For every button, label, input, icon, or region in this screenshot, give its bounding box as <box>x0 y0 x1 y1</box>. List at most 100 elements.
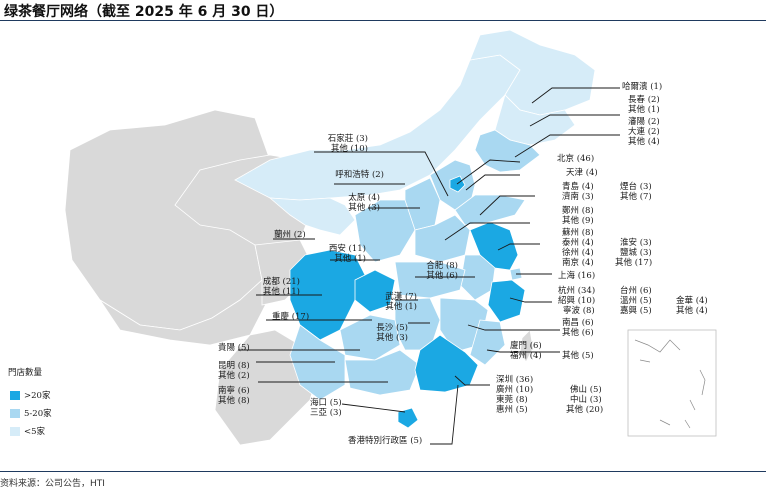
label-shijiazhuang: 石家莊 (3) <box>327 134 368 144</box>
label-shenyang: 瀋陽 (2) <box>628 117 660 127</box>
label-sichuan-other: 其他 (11) <box>262 287 300 297</box>
label-hubei-other: 其他 (1) <box>385 302 417 312</box>
label-huizhou: 惠州 (5) <box>496 405 528 415</box>
label-hebei-other: 其他 (10) <box>330 144 368 154</box>
legend-swatch-low <box>10 426 20 436</box>
leader-line-henan <box>444 222 530 241</box>
label-zhongshan: 中山 (3) <box>570 395 602 405</box>
province-guangxi <box>344 349 421 396</box>
label-changsha: 長沙 (5) <box>376 323 408 333</box>
leader-line-guangdong <box>454 375 490 386</box>
label-shaoxing: 紹興 (10) <box>558 296 596 306</box>
label-nanning: 南寧 (6) <box>218 386 250 396</box>
label-shanxi-other: 其他 (3) <box>348 203 380 213</box>
label-lanzhou: 蘭州 (2) <box>274 230 306 240</box>
label-suzhou: 蘇州 (8) <box>562 228 594 238</box>
label-guangzhou: 廣州 (10) <box>496 385 534 395</box>
leader-line-hainan <box>341 403 406 413</box>
label-henan-other: 其他 (9) <box>562 216 594 226</box>
province-hainan <box>397 407 419 429</box>
label-huhehaote: 呼和浩特 (2) <box>335 170 384 180</box>
label-nanjing: 南京 (4) <box>562 258 594 268</box>
label-taizhou-zj: 台州 (6) <box>620 286 652 296</box>
province-shaanxi <box>354 199 416 263</box>
title-rule <box>0 20 766 21</box>
label-yancheng: 鹽城 (3) <box>620 248 652 258</box>
province-taiwan <box>519 329 534 363</box>
label-hangzhou: 杭州 (34) <box>558 286 596 296</box>
source-note: 资料来源：公司公告，HTI <box>0 479 105 489</box>
label-fujian-other: 其他 (5) <box>562 351 594 361</box>
label-wuhan: 武漢 (7) <box>385 292 417 302</box>
label-xuzhou: 徐州 (4) <box>562 248 594 258</box>
label-hongkong: 香港特別行政區 (5) <box>348 436 423 446</box>
legend-item-high: >20家 <box>10 389 50 401</box>
label-liaoning-other: 其他 (4) <box>628 137 660 147</box>
label-jinhua: 金華 (4) <box>676 296 708 306</box>
leader-line-hongkong <box>430 384 459 445</box>
label-shenzhen: 深圳 (36) <box>496 375 534 385</box>
page-title: 绿茶餐厅网络（截至 2025 年 6 月 30 日） <box>4 4 284 20</box>
legend-swatch-mid <box>10 408 20 418</box>
province-hubei <box>394 261 466 299</box>
label-jilin-other: 其他 (1) <box>628 105 660 115</box>
leader-line-heilongjiang <box>531 87 620 104</box>
label-wenzhou: 溫州 (5) <box>620 296 652 306</box>
label-fuzhou: 福州 (4) <box>510 351 542 361</box>
label-guangxi-other: 其他 (8) <box>218 396 250 406</box>
label-taizhou-js: 泰州 (4) <box>562 238 594 248</box>
province-chongqing <box>354 269 396 313</box>
label-guiyang: 貴陽 (5) <box>218 343 250 353</box>
province-fujian <box>469 319 506 366</box>
label-nanchang: 南昌 (6) <box>562 318 594 328</box>
legend-title: 門店數量 <box>8 368 43 378</box>
leader-line-jiangxi <box>467 324 560 331</box>
label-ningbo: 寧波 (8) <box>563 306 595 316</box>
label-chengdu: 成都 (21) <box>262 277 300 287</box>
legend-swatch-high <box>10 390 20 400</box>
province-henan <box>414 214 471 263</box>
label-zhengzhou: 鄭州 (8) <box>562 206 594 216</box>
label-haikou: 海口 (5) <box>310 398 342 408</box>
label-jiangxi-other: 其他 (6) <box>562 328 594 338</box>
label-anhui-other: 其他 (6) <box>426 271 458 281</box>
legend-label-low: <5家 <box>24 427 46 437</box>
label-huaian: 淮安 (3) <box>620 238 652 248</box>
province-shandong <box>454 194 526 226</box>
label-tianjin: 天津 (4) <box>566 168 598 178</box>
label-shaanxi-other: 其他 (1) <box>334 254 366 264</box>
leader-line-beijing <box>456 159 521 185</box>
label-zhejiang-other: 其他 (4) <box>676 306 708 316</box>
label-yunnan-other: 其他 (2) <box>218 371 250 381</box>
label-guangdong-other: 其他 (20) <box>566 405 604 415</box>
label-jinan: 濟南 (3) <box>562 192 594 202</box>
label-dongguan: 東莞 (8) <box>496 395 528 405</box>
label-hefei: 合肥 (8) <box>426 261 458 271</box>
leader-line-liaoning <box>514 134 620 158</box>
label-foshan: 佛山 (5) <box>570 385 602 395</box>
province-liaoning <box>474 129 541 173</box>
leader-line-fujian <box>486 349 560 353</box>
label-kunming: 昆明 (8) <box>218 361 250 371</box>
label-jiangsu-other: 其他 (17) <box>615 258 653 268</box>
label-xiamen: 廈門 (6) <box>510 341 542 351</box>
leader-line-jiangsu <box>497 243 540 251</box>
label-shandong-other: 其他 (7) <box>620 192 652 202</box>
province-zhejiang <box>487 279 526 323</box>
label-chongqing: 重慶 (17) <box>272 312 310 322</box>
leader-line-jilin <box>529 114 620 127</box>
label-jiaxing: 嘉興 (5) <box>620 306 652 316</box>
legend-item-mid: 5-20家 <box>10 407 52 419</box>
label-changchun: 長春 (2) <box>628 95 660 105</box>
label-shanghai: 上海 (16) <box>558 271 596 281</box>
label-beijing: 北京 (46) <box>557 154 595 164</box>
label-hunan-other: 其他 (3) <box>376 333 408 343</box>
inset-coastline <box>634 339 706 429</box>
label-haerbin: 哈爾濱 (1) <box>622 82 663 92</box>
south-china-sea-inset <box>627 329 717 437</box>
leader-line-shandong <box>479 195 535 216</box>
label-dalian: 大連 (2) <box>628 127 660 137</box>
province-yunnan <box>289 324 346 401</box>
leader-line-zhejiang <box>509 297 552 303</box>
label-taiyuan: 太原 (4) <box>348 193 380 203</box>
